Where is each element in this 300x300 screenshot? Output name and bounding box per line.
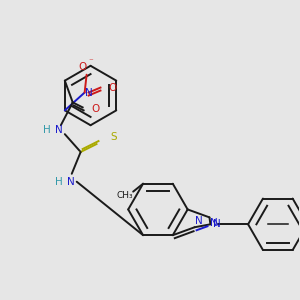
Text: S: S: [110, 132, 117, 142]
Text: O: O: [92, 104, 100, 114]
Text: N: N: [67, 177, 75, 187]
Text: ⁻: ⁻: [88, 57, 93, 66]
Text: N: N: [85, 88, 92, 98]
Text: O: O: [79, 62, 87, 72]
Text: N: N: [209, 218, 217, 228]
Text: N: N: [195, 216, 203, 226]
Text: H: H: [43, 125, 51, 135]
Text: H: H: [55, 177, 63, 187]
Text: N: N: [214, 219, 221, 229]
Text: N: N: [55, 125, 63, 135]
Text: CH₃: CH₃: [117, 191, 134, 200]
Text: O: O: [108, 82, 116, 93]
